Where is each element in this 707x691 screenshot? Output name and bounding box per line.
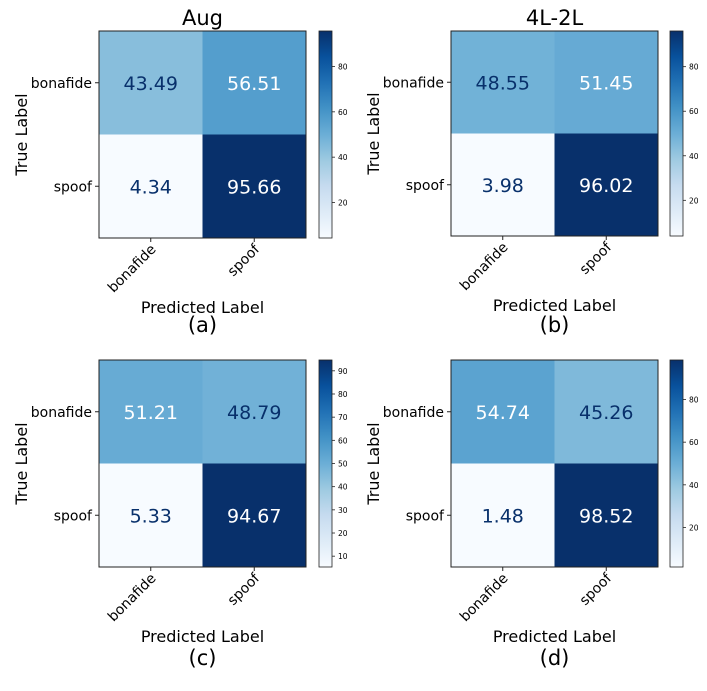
x-tick-label: bonafide: [105, 242, 160, 297]
colorbar-tick-label: 60: [689, 438, 699, 447]
matrix-frame: [98, 30, 307, 239]
heatmap-cell: [554, 133, 658, 236]
x-tick-label: spoof: [577, 239, 616, 278]
colorbar: [669, 359, 684, 568]
y-tick-label: spoof: [406, 178, 445, 194]
confusion-matrix-panel-c: 51.21 48.79 5.33 94.67 bonafide spoof bonafide…: [12, 359, 348, 670]
heatmap-cell: [99, 134, 203, 238]
panel-label: (a): [188, 313, 217, 337]
y-axis-label: True Label: [364, 422, 383, 505]
y-tick-label: spoof: [54, 508, 93, 524]
heatmap-cell: [202, 134, 306, 238]
heatmap-cell: [451, 463, 555, 567]
confusion-matrix-panel-a: 43.49 56.51 4.34 95.66 Aug bonafide spoof bonaf…: [12, 6, 348, 337]
colorbar-tick-label: 40: [338, 483, 348, 492]
x-tick-label: spoof: [577, 570, 616, 609]
cell-value-label: 4.34: [130, 176, 172, 198]
colorbar-tick-label: 60: [338, 108, 348, 117]
cell-value-label: 96.02: [579, 175, 633, 197]
cell-value-label: 98.52: [579, 505, 633, 527]
colorbar-tick-label: 80: [338, 390, 348, 399]
y-tick-label: spoof: [406, 508, 445, 524]
cell-value-label: 43.49: [124, 73, 178, 95]
colorbar-tick-label: 40: [689, 152, 699, 161]
y-tick-label: bonafide: [383, 405, 444, 421]
x-axis-label: Predicted Label: [493, 296, 616, 315]
colorbar-tick-label: 80: [338, 62, 348, 71]
y-tick-label: bonafide: [383, 75, 444, 91]
panel-label: (d): [540, 646, 570, 670]
colorbar-tick-label: 60: [689, 107, 699, 116]
y-axis-label: True Label: [12, 422, 31, 505]
cell-value-label: 1.48: [482, 505, 524, 527]
colorbar-tick-label: 10: [338, 552, 348, 561]
colorbar-tick-label: 40: [689, 481, 699, 490]
x-tick-label: spoof: [225, 570, 264, 609]
matrix-frame: [450, 359, 659, 568]
x-tick-label: bonafide: [457, 240, 512, 295]
colorbar-tick-label: 20: [689, 196, 699, 205]
heatmap-cell: [451, 133, 555, 236]
colorbar: [318, 30, 333, 239]
colorbar-tick-label: 30: [338, 506, 348, 515]
colorbar-tick-label: 70: [338, 413, 348, 422]
colorbar-tick-label: 50: [338, 460, 348, 469]
colorbar-tick-label: 20: [338, 529, 348, 538]
cell-value-label: 48.79: [227, 402, 281, 424]
colorbar-tick-label: 40: [338, 153, 348, 162]
colorbar-tick-label: 20: [689, 523, 699, 532]
heatmap-cell: [99, 360, 203, 464]
heatmap-cell: [99, 463, 203, 567]
colorbar-tick-label: 60: [338, 436, 348, 445]
heatmap-cell: [202, 360, 306, 464]
chart-title: Aug: [182, 6, 223, 30]
colorbar-tick-label: 20: [338, 199, 348, 208]
y-tick-label: bonafide: [31, 405, 92, 421]
cell-value-label: 48.55: [476, 72, 530, 94]
colorbar: [318, 359, 333, 568]
heatmap-cell: [451, 360, 555, 464]
x-tick-label: spoof: [225, 241, 264, 280]
x-tick-label: bonafide: [105, 571, 160, 626]
cell-value-label: 94.67: [227, 505, 281, 527]
panel-label: (c): [189, 646, 217, 670]
x-tick-label: bonafide: [457, 571, 512, 626]
cell-value-label: 5.33: [130, 505, 172, 527]
chart-title: 4L-2L: [526, 6, 584, 30]
heatmap-cell: [202, 31, 306, 135]
y-tick-label: bonafide: [31, 76, 92, 92]
confusion-matrix-panel-b: 48.55 51.45 3.98 96.02 4L-2L bonafide spoof bon…: [364, 6, 699, 337]
x-axis-label: Predicted Label: [493, 627, 616, 646]
cell-value-label: 95.66: [227, 176, 281, 198]
colorbar-tick-label: 80: [689, 63, 699, 72]
cell-value-label: 3.98: [482, 175, 524, 197]
cell-value-label: 54.74: [476, 402, 530, 424]
heatmap-cell: [99, 31, 203, 135]
matrix-frame: [450, 30, 659, 237]
cell-value-label: 45.26: [579, 402, 633, 424]
y-tick-label: spoof: [54, 179, 93, 195]
heatmap-cell: [554, 360, 658, 464]
colorbar: [669, 30, 684, 237]
y-axis-label: True Label: [12, 93, 31, 176]
cell-value-label: 56.51: [227, 73, 281, 95]
heatmap-cell: [554, 463, 658, 567]
colorbar-tick-label: 80: [689, 396, 699, 405]
heatmap-cell: [202, 463, 306, 567]
panel-label: (b): [540, 313, 570, 337]
x-axis-label: Predicted Label: [141, 627, 264, 646]
x-axis-label: Predicted Label: [141, 298, 264, 317]
colorbar-tick-label: 90: [338, 367, 348, 376]
cell-value-label: 51.21: [124, 402, 178, 424]
matrix-frame: [98, 359, 307, 568]
heatmap-cell: [554, 31, 658, 134]
y-axis-label: True Label: [364, 92, 383, 175]
cell-value-label: 51.45: [579, 72, 633, 94]
heatmap-cell: [451, 31, 555, 134]
confusion-matrix-panel-d: 54.74 45.26 1.48 98.52 bonafide spoof bonafide…: [364, 359, 699, 670]
